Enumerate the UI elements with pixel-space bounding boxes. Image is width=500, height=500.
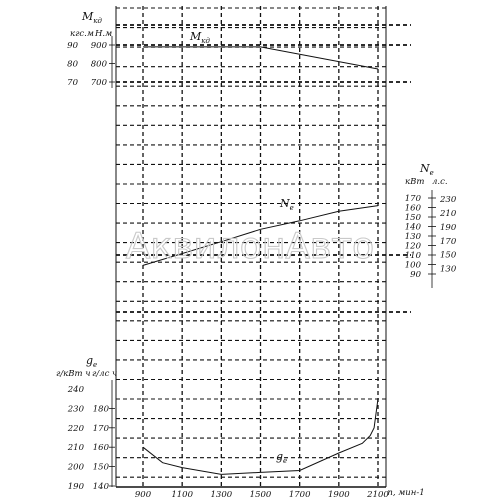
n-kw-tick: 150 [405, 213, 422, 223]
m-nm-tick: 700 [91, 78, 108, 88]
m-axis-title: Mкд [81, 10, 102, 25]
consumption-curve [142, 398, 379, 475]
g-gkwh-tick: 230 [67, 404, 85, 414]
n-hp-tick: 210 [439, 209, 457, 219]
m-units-nm: Н.м [94, 29, 112, 39]
n-kw-tick: 110 [405, 251, 422, 261]
x-tick-label: 1100 [171, 490, 193, 500]
x-tick-label: 2100 [366, 490, 389, 500]
power-curve-label: Nе [279, 197, 294, 212]
g-gkwh-tick: 240 [67, 385, 85, 395]
n-hp-tick: 150 [440, 251, 457, 261]
g-ghph-tick: 160 [93, 443, 110, 453]
g-units-gkwh: г/кВт ч [56, 369, 91, 379]
n-kw-tick: 160 [405, 204, 422, 214]
g-ghph-tick: 140 [93, 482, 110, 492]
g-units-ghph: г/лс ч [92, 369, 117, 379]
n-hp-tick: 190 [440, 223, 457, 233]
m-kgsm-tick: 90 [67, 41, 78, 51]
g-gkwh-tick: 200 [67, 463, 85, 473]
x-tick-label: 1700 [289, 490, 311, 500]
n-hp-tick: 170 [440, 237, 457, 247]
curves [142, 46, 379, 475]
m-kgsm-tick: 80 [67, 60, 78, 70]
x-tick-label: 1300 [211, 490, 233, 500]
n-kw-tick: 130 [405, 232, 422, 242]
n-kw-tick: 170 [405, 194, 422, 204]
x-axis-label: n, мин-1 [387, 488, 424, 498]
watermark: АквилонАвто [126, 226, 374, 267]
g-gkwh-tick: 190 [68, 482, 85, 492]
m-units-kgsm: кгс.м [70, 29, 94, 39]
x-tick-label: 1900 [328, 490, 350, 500]
n-kw-tick: 90 [410, 270, 421, 280]
g-ghph-tick: 170 [93, 424, 110, 434]
n-kw-tick: 140 [405, 223, 422, 233]
x-tick-label: 900 [135, 490, 152, 500]
g-gkwh-tick: 210 [67, 443, 85, 453]
m-nm-tick: 800 [91, 60, 108, 70]
m-kgsm-tick: 70 [67, 78, 78, 88]
g-ghph-tick: 150 [93, 463, 110, 473]
x-tick-label: 1500 [250, 490, 272, 500]
g-axis-title: ge [86, 354, 97, 369]
n-kw-tick: 120 [405, 242, 422, 252]
n-units-kw: кВт [405, 177, 424, 187]
n-units-hp: л.с. [432, 177, 448, 187]
torque-curve [143, 46, 379, 70]
n-hp-tick: 230 [439, 195, 457, 205]
power-curve [142, 205, 379, 266]
torque-curve-label: Mкд [189, 30, 210, 45]
g-ghph-tick: 180 [93, 404, 110, 414]
m-nm-tick: 900 [91, 41, 108, 51]
n-kw-tick: 100 [405, 261, 422, 271]
n-hp-tick: 130 [440, 265, 457, 275]
consumption-curve-label: ge [276, 450, 287, 465]
n-axis-title: Ne [419, 162, 434, 177]
g-gkwh-tick: 220 [67, 424, 85, 434]
